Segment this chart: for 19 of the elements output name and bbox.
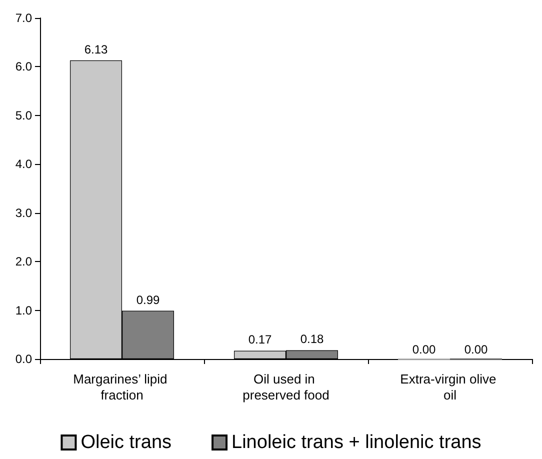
data-label: 0.17 bbox=[248, 332, 272, 347]
x-tick-label: Oil used in preserved food bbox=[242, 372, 330, 402]
data-label: 0.00 bbox=[464, 342, 488, 356]
x-tick-label: Extra-virgin olive oil bbox=[400, 372, 500, 402]
y-tick-label: 3.0 bbox=[15, 206, 32, 220]
y-tick-label: 0.0 bbox=[15, 352, 32, 366]
y-tick-label: 4.0 bbox=[15, 157, 32, 172]
data-label: 0.99 bbox=[136, 292, 160, 307]
y-tick-label: 2.0 bbox=[15, 254, 32, 269]
y-tick-label: 6.0 bbox=[15, 60, 32, 74]
legend-label: Linoleic trans + linolenic trans bbox=[232, 432, 482, 453]
y-tick-label: 5.0 bbox=[15, 108, 32, 122]
y-tick-label: 1.0 bbox=[15, 303, 32, 318]
data-label: 0.18 bbox=[300, 332, 324, 346]
y-tick-label: 7.0 bbox=[15, 11, 32, 25]
x-tick-label: Margarines’ lipid fraction bbox=[73, 372, 171, 402]
data-label: 6.13 bbox=[84, 42, 108, 56]
legend-label: Oleic trans bbox=[80, 432, 172, 453]
data-label: 0.00 bbox=[412, 342, 436, 356]
